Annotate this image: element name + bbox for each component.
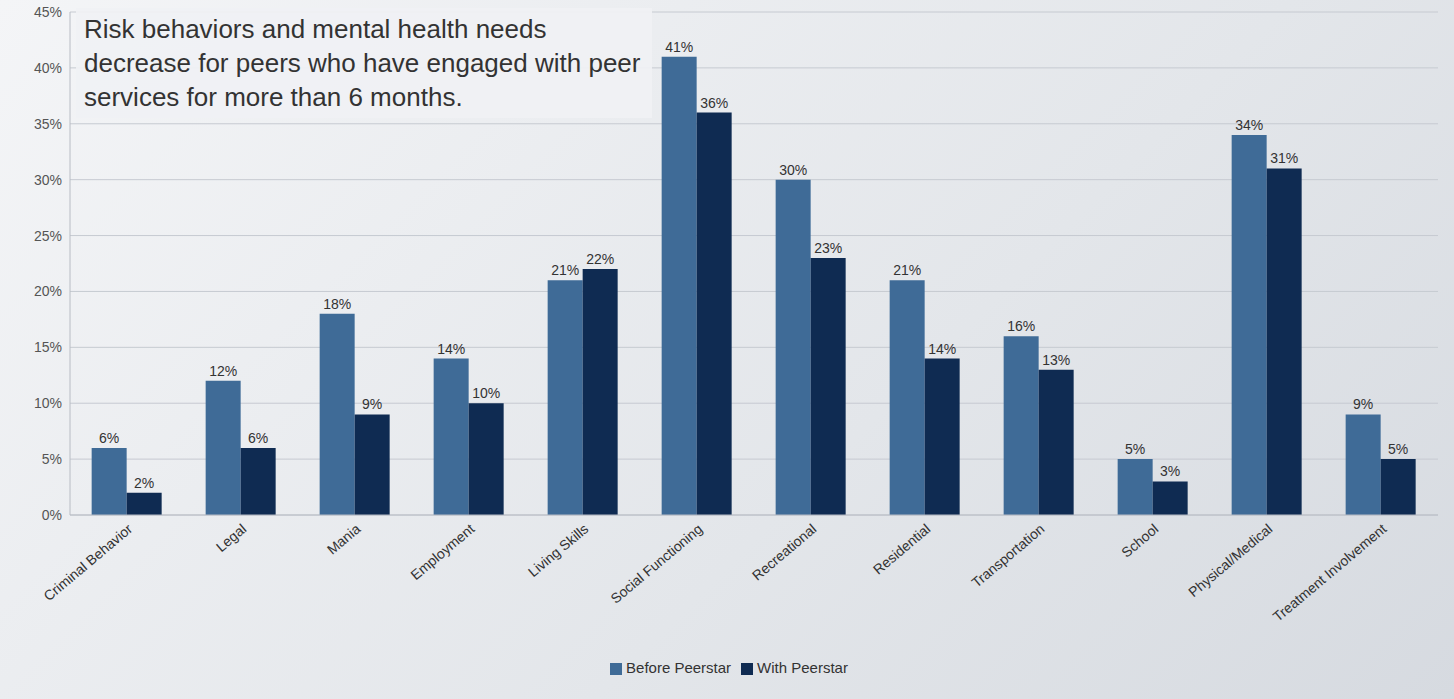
svg-text:14%: 14% bbox=[437, 341, 465, 357]
svg-text:31%: 31% bbox=[1270, 150, 1298, 166]
svg-text:30%: 30% bbox=[34, 172, 62, 188]
svg-text:Legal: Legal bbox=[213, 521, 250, 555]
svg-text:Criminal Behavior: Criminal Behavior bbox=[40, 520, 135, 603]
svg-text:5%: 5% bbox=[1125, 441, 1145, 457]
svg-text:Residential: Residential bbox=[870, 521, 933, 578]
svg-text:34%: 34% bbox=[1235, 117, 1263, 133]
svg-text:10%: 10% bbox=[34, 395, 62, 411]
svg-text:20%: 20% bbox=[34, 283, 62, 299]
svg-text:0%: 0% bbox=[42, 507, 62, 523]
svg-text:30%: 30% bbox=[779, 162, 807, 178]
svg-text:5%: 5% bbox=[1388, 441, 1408, 457]
svg-text:22%: 22% bbox=[586, 251, 614, 267]
svg-text:12%: 12% bbox=[209, 363, 237, 379]
svg-text:Treatment Involvement: Treatment Involvement bbox=[1270, 521, 1390, 625]
svg-text:40%: 40% bbox=[34, 60, 62, 76]
svg-text:Living Skills: Living Skills bbox=[525, 521, 591, 580]
svg-text:10%: 10% bbox=[472, 385, 500, 401]
svg-text:23%: 23% bbox=[814, 240, 842, 256]
svg-text:36%: 36% bbox=[700, 95, 728, 111]
svg-text:Recreational: Recreational bbox=[749, 521, 820, 584]
svg-text:Physical/Medical: Physical/Medical bbox=[1185, 521, 1275, 600]
svg-text:21%: 21% bbox=[551, 262, 579, 278]
svg-text:School: School bbox=[1118, 521, 1161, 561]
svg-text:Social Functioning: Social Functioning bbox=[607, 521, 705, 607]
svg-text:13%: 13% bbox=[1042, 352, 1070, 368]
svg-text:14%: 14% bbox=[928, 341, 956, 357]
svg-text:Transportation: Transportation bbox=[968, 521, 1047, 591]
html-text:Risk behaviors and mental heal: Risk behaviors and mental health needs d… bbox=[84, 14, 641, 112]
svg-text:18%: 18% bbox=[323, 296, 351, 312]
svg-text:45%: 45% bbox=[34, 4, 62, 20]
svg-text:21%: 21% bbox=[893, 262, 921, 278]
html-text:Before Peerstar: Before Peerstar bbox=[626, 659, 732, 676]
svg-text:25%: 25% bbox=[34, 228, 62, 244]
svg-text:41%: 41% bbox=[665, 39, 693, 55]
svg-text:35%: 35% bbox=[34, 116, 62, 132]
svg-text:6%: 6% bbox=[248, 430, 268, 446]
svg-text:Employment: Employment bbox=[407, 521, 477, 583]
svg-text:6%: 6% bbox=[99, 430, 119, 446]
svg-text:9%: 9% bbox=[1353, 396, 1373, 412]
svg-text:9%: 9% bbox=[362, 396, 382, 412]
svg-text:16%: 16% bbox=[1007, 318, 1035, 334]
svg-text:2%: 2% bbox=[134, 475, 154, 491]
svg-text:Mania: Mania bbox=[324, 521, 364, 558]
svg-text:3%: 3% bbox=[1160, 463, 1180, 479]
html-text:With Peerstar: With Peerstar bbox=[757, 659, 848, 676]
svg-text:5%: 5% bbox=[42, 451, 62, 467]
svg-text:15%: 15% bbox=[34, 339, 62, 355]
